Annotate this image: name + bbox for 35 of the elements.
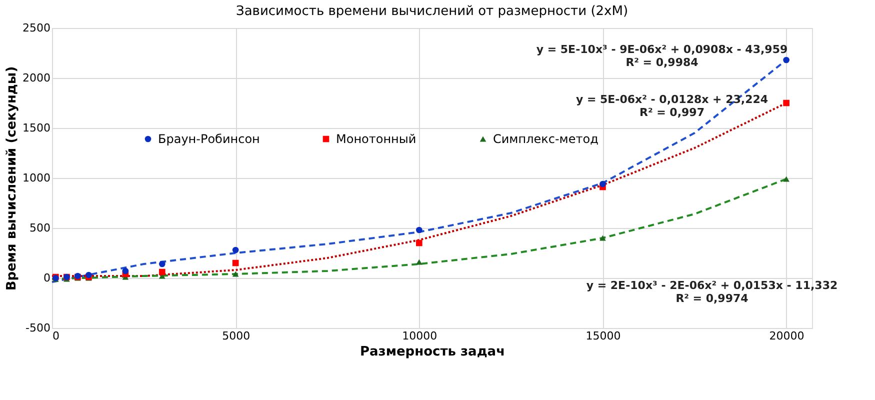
annotation: y = 5E-06x² - 0,0128x + 23,224 R² = 0,997 (576, 93, 768, 119)
point (232, 271, 239, 277)
y-axis-title: Время вычислений (секунды) (4, 66, 20, 291)
point (416, 226, 422, 234)
point (158, 260, 166, 268)
point (783, 100, 790, 106)
point (232, 246, 239, 254)
point (783, 176, 790, 182)
point (416, 240, 422, 246)
y-tick-label: 2000 (22, 72, 50, 84)
x-tick-label: 5000 (222, 330, 250, 342)
x-tick-label: 0 (52, 330, 60, 342)
legend-label: Монотонный (336, 132, 416, 146)
x-tick-label: 10000 (402, 330, 438, 342)
point (600, 180, 606, 188)
x-tick-label: 20000 (769, 330, 804, 342)
x-tick-label: 15000 (586, 330, 621, 342)
y-tick-label: 1000 (22, 172, 50, 184)
legend-label: Браун-Робинсон (158, 132, 260, 146)
point (122, 268, 129, 274)
legend-label: Симплекс-метод (493, 132, 598, 146)
y-tick-label: 2500 (22, 22, 50, 34)
annotation: y = 2E-10x³ - 2E-06x² + 0,0153x - 11,332 R² = 0,9974 (586, 279, 838, 305)
point (158, 268, 166, 276)
x-axis-title: Размерность задач (360, 344, 506, 360)
annotation: y = 5E-10x³ - 9E-06x² + 0,0908x - 43,959 R² = 0,9984 (536, 43, 788, 69)
point (416, 259, 422, 265)
y-tick-label: 500 (30, 222, 50, 234)
y-tick-label: -500 (26, 322, 50, 334)
chart-title: Зависимость времени вычислений от размерности (2xM) (236, 4, 628, 19)
point (232, 260, 239, 266)
point (783, 56, 790, 64)
point (600, 235, 606, 241)
y-tick-label: 1500 (22, 122, 50, 134)
y-tick-label: 0 (44, 272, 50, 284)
